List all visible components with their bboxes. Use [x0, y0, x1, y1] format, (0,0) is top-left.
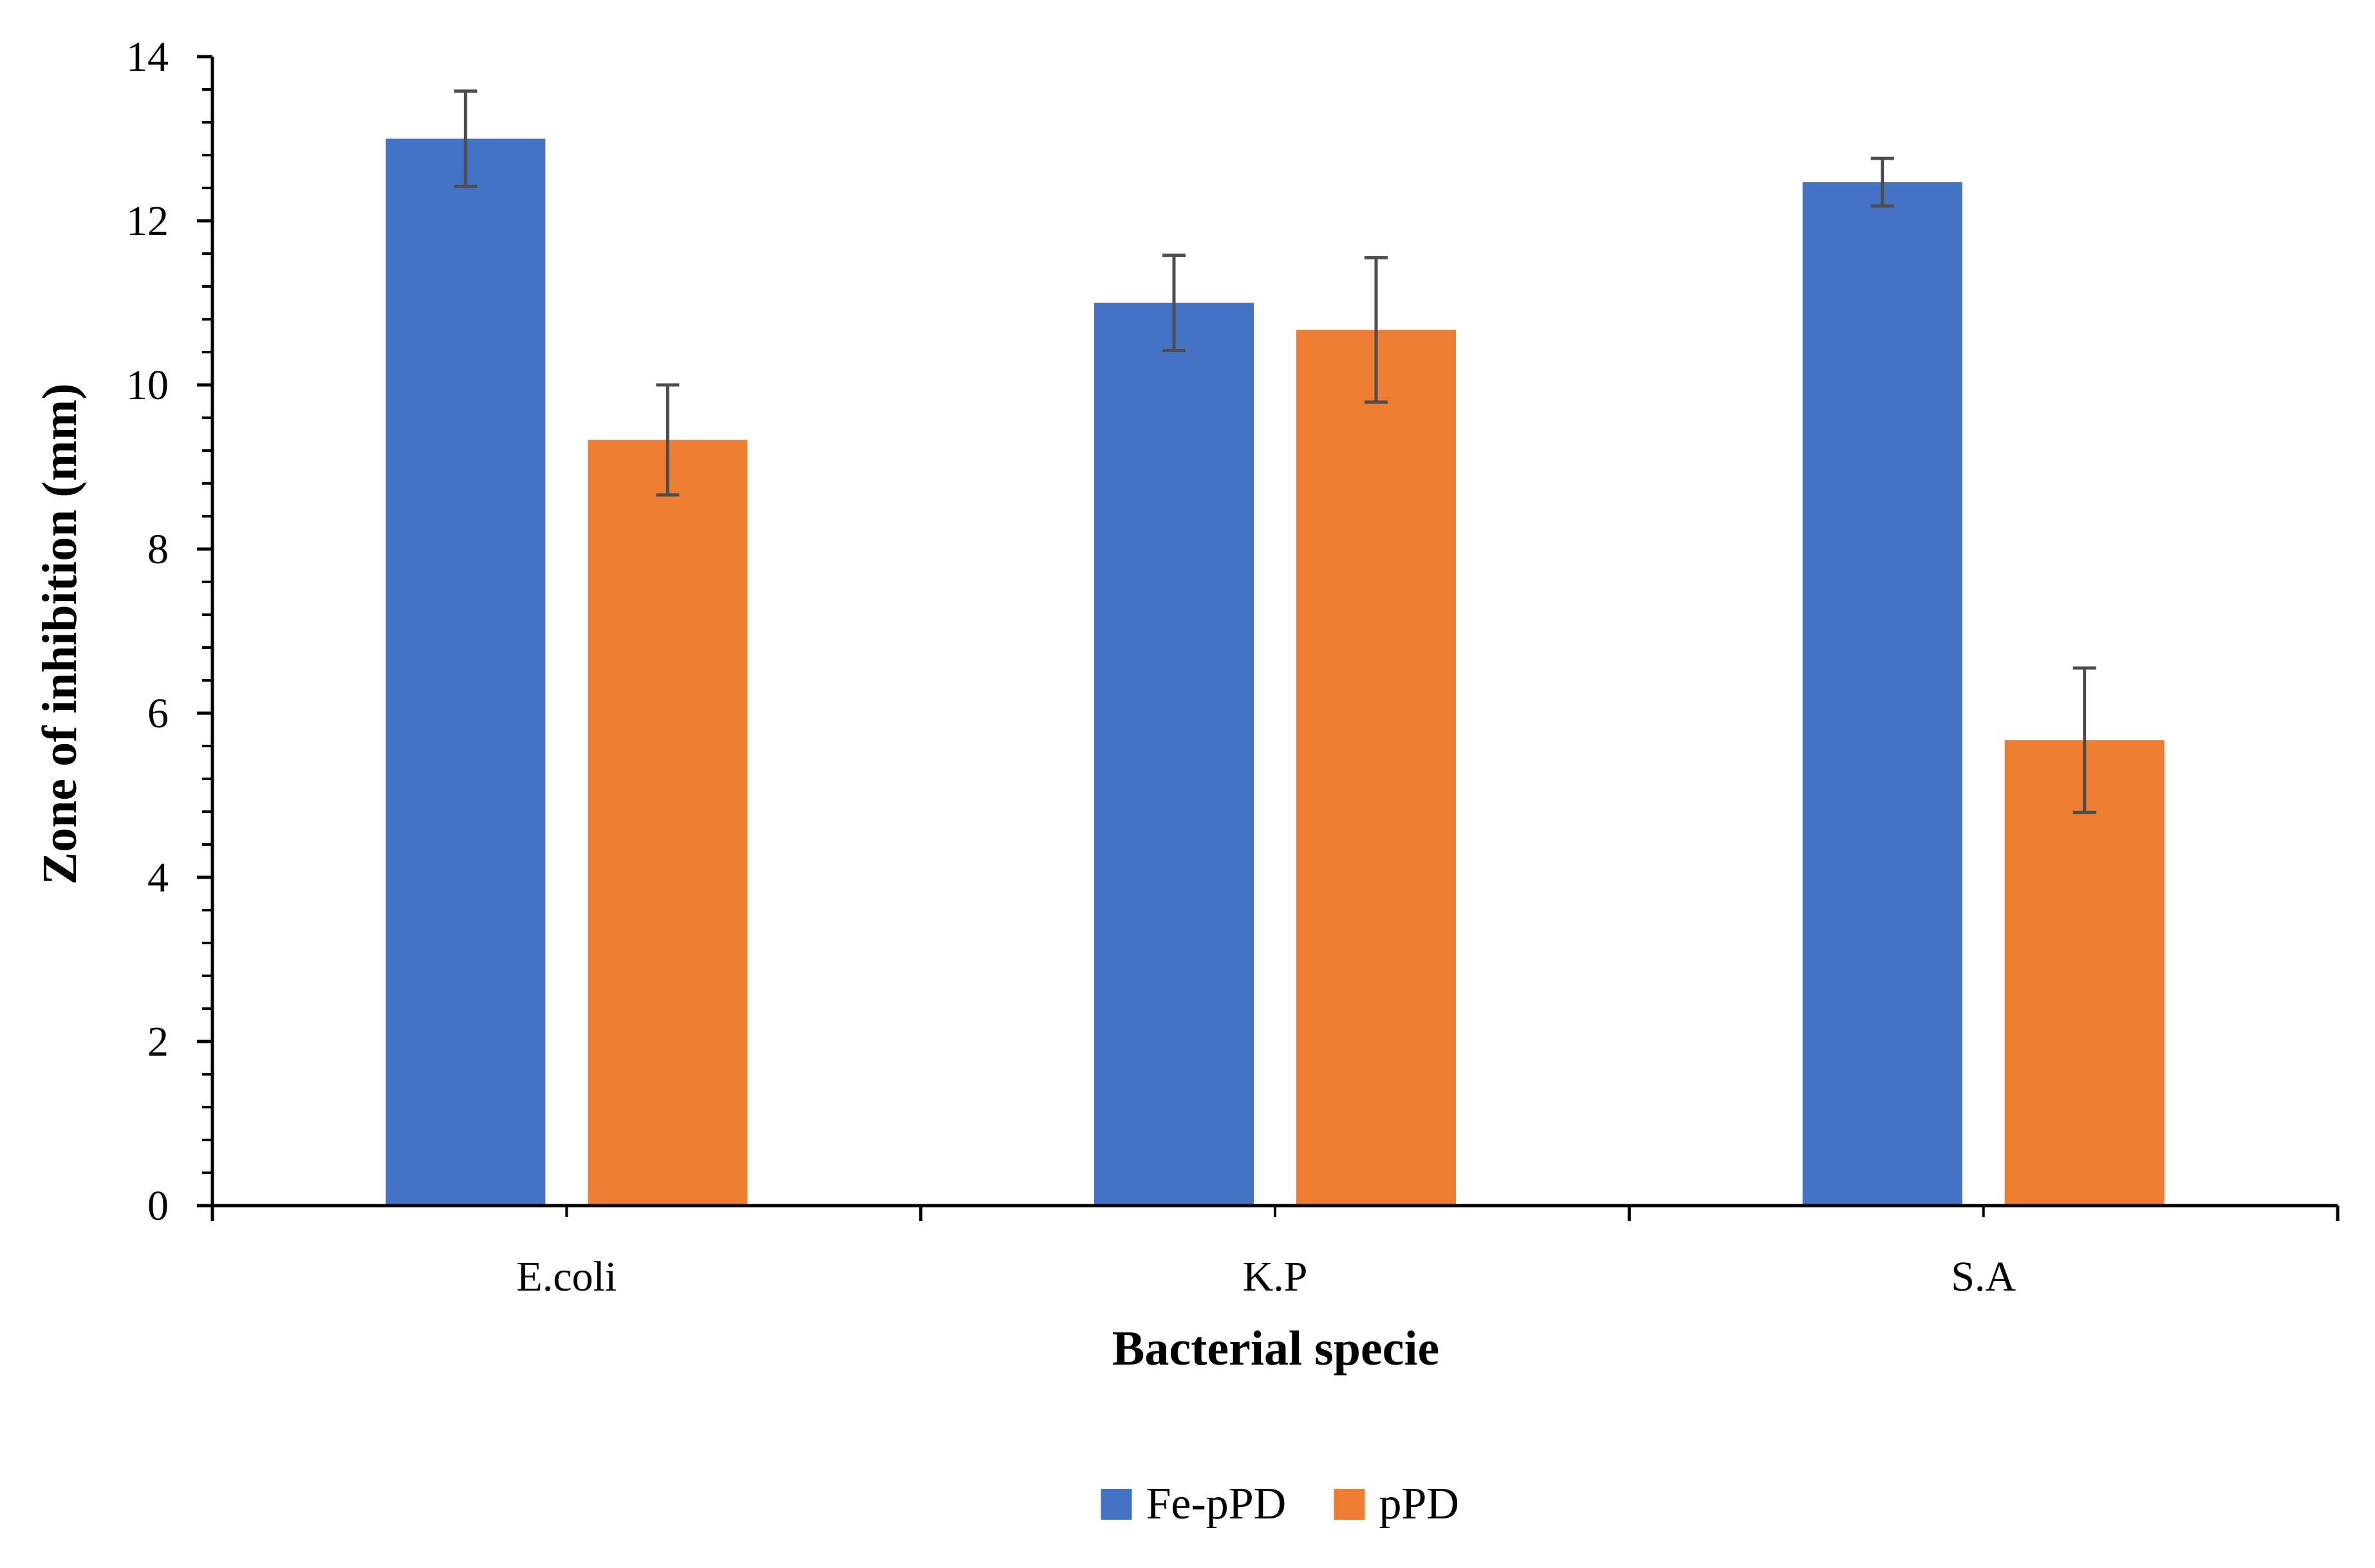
x-axis-title: Bacterial specie: [1112, 1321, 1440, 1376]
y-axis-title: Zone of inhibition (mm): [33, 383, 87, 884]
bar-ppd-ecoli: [588, 440, 748, 1206]
y-tick-label: 6: [147, 690, 169, 737]
y-tick-label: 0: [147, 1182, 169, 1229]
y-tick-label: 14: [126, 33, 169, 80]
legend-swatch: [1334, 1489, 1365, 1520]
y-tick-label: 4: [147, 854, 169, 901]
bar-fe-ppd-ecoli: [386, 138, 546, 1206]
y-tick-label: 8: [147, 526, 169, 573]
bar-ppd-sa: [2004, 740, 2165, 1206]
error-bar-fe-ppd-kp: [1162, 254, 1186, 352]
x-tick-label-kp: K.P: [1243, 1253, 1308, 1300]
legend-label: Fe-pPD: [1146, 1479, 1287, 1529]
error-bar-ppd-kp: [1364, 256, 1388, 404]
error-bar-fe-ppd-ecoli: [454, 89, 478, 188]
y-tick-label: 12: [126, 198, 169, 245]
x-tick-label-ecoli: E.coli: [516, 1253, 617, 1300]
legend-label: pPD: [1379, 1479, 1459, 1529]
labels-layer: Bacterial specie Zone of inhibition (mm)…: [33, 383, 2016, 1376]
bar-fe-ppd-kp: [1094, 303, 1254, 1206]
error-bar-ppd-sa: [2072, 666, 2096, 814]
legend-swatch: [1101, 1489, 1132, 1520]
legend-item-ppd: pPD: [1334, 1479, 1459, 1529]
legend-item-fe-ppd: Fe-pPD: [1101, 1479, 1287, 1529]
x-tick-label-sa: S.A: [1951, 1253, 2016, 1300]
y-tick-label: 10: [126, 362, 169, 409]
y-tick-label: 2: [147, 1018, 169, 1065]
legend: Fe-pPD pPD: [1101, 1479, 1459, 1529]
bar-ppd-kp: [1296, 330, 1456, 1206]
error-bar-fe-ppd-sa: [1870, 156, 1894, 208]
axes-layer: 0 2 4 6 8 10 12 14: [126, 33, 2340, 1229]
error-bars-layer: [454, 89, 2096, 814]
bar-fe-ppd-sa: [1802, 182, 1962, 1206]
bars-layer: [386, 138, 2165, 1206]
error-bar-ppd-ecoli: [656, 383, 680, 497]
